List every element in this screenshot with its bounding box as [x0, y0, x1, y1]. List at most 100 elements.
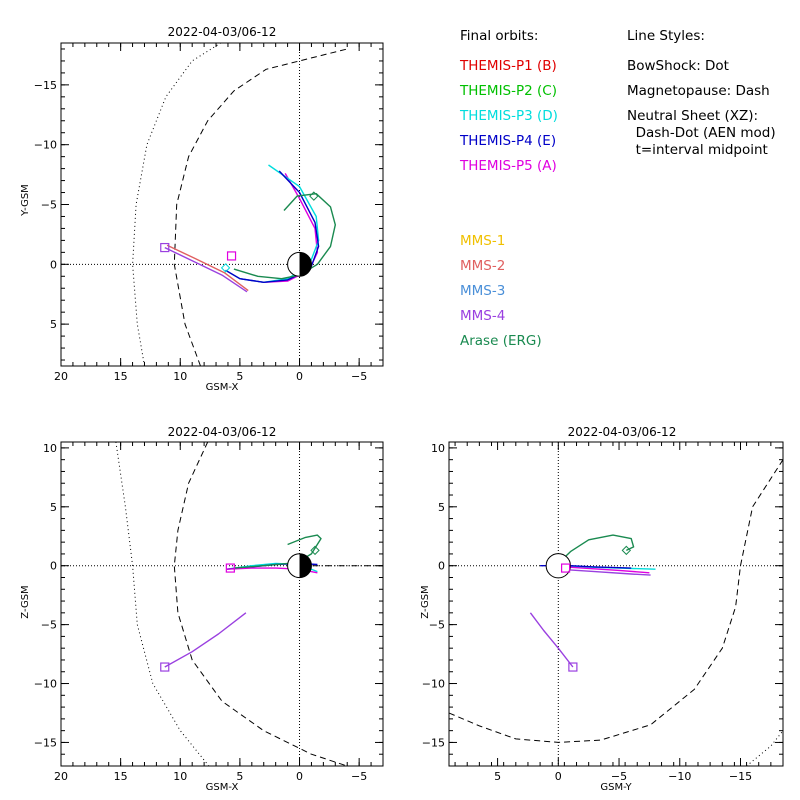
- y-tick-label: −5: [41, 619, 57, 632]
- x-tick-label: 5: [236, 370, 243, 383]
- position-marker-square: [160, 662, 170, 672]
- legend-style-bowshock: BowShock: Dot: [627, 58, 729, 74]
- plot-area: 20 15 10 5 0 −5 −15 −10 −5 0 5: [34, 42, 384, 383]
- x-tick-label: 10: [173, 370, 187, 383]
- x-tick-label: 0: [296, 770, 303, 783]
- position-marker-square: [225, 563, 235, 573]
- y-tick-label: −15: [34, 736, 57, 749]
- y-tick-label: −10: [34, 678, 57, 691]
- panel-title: 2022-04-03/06-12: [568, 425, 677, 439]
- legend-style-magnetopause: Magnetopause: Dash: [627, 83, 770, 99]
- series-line: [173, 442, 348, 766]
- y-tick-label: 10: [43, 442, 57, 455]
- y-tick-label: −10: [34, 139, 57, 152]
- legend-style-neutral-sheet: Neutral Sheet (XZ):: [627, 108, 758, 124]
- x-tick-label: −5: [611, 770, 627, 783]
- position-marker-square: [160, 242, 170, 253]
- series-line: [164, 612, 247, 668]
- y-tick-label: −5: [429, 619, 445, 632]
- x-axis-label: GSM-X: [206, 382, 239, 393]
- legend-probe-p5: THEMIS-P5 (A): [459, 158, 557, 174]
- plot-area: 5 0 −5 −10 −15 10 5 0 −5 −10 −15: [422, 441, 784, 783]
- series-line: [557, 534, 635, 564]
- legend-style-midpoint: t=interval midpoint: [627, 142, 768, 158]
- position-marker-square: [568, 662, 578, 672]
- legend-mms-1: MMS-1: [460, 233, 505, 249]
- panel-yz: 2022-04-03/06-12 GSM-Y Z-GSM 5 0 −5 −10 −15 1…: [420, 425, 784, 793]
- legend-probe-p3: THEMIS-P3 (D): [459, 108, 558, 124]
- y-axis-label: Z-GSM: [20, 585, 31, 618]
- plot-content: [61, 442, 383, 766]
- x-tick-label: 5: [494, 770, 501, 783]
- y-tick-label: 0: [438, 560, 445, 573]
- x-tick-label: −5: [351, 370, 367, 383]
- plot-content: [61, 43, 383, 366]
- panel-xy: 2022-04-03/06-12 GSM-X Y-GSM 20 15 10 5 0 −5 −…: [20, 25, 384, 393]
- legend-mms-3: MMS-3: [460, 283, 505, 299]
- legend-arase: Arase (ERG): [460, 333, 542, 349]
- position-marker-square: [560, 563, 571, 573]
- series-line: [746, 730, 783, 766]
- legend-style-dashdot: Dash-Dot (AEN mod): [627, 125, 776, 141]
- x-axis-label: GSM-X: [206, 782, 239, 793]
- position-marker-diamond: [621, 545, 632, 556]
- legend: Final orbits: Line Styles: THEMIS-P1 (B)…: [459, 28, 776, 349]
- plot-content: [449, 442, 783, 766]
- x-tick-label: 0: [296, 370, 303, 383]
- y-tick-label: 5: [50, 318, 57, 331]
- y-tick-label: 10: [431, 442, 445, 455]
- legend-mms-4: MMS-4: [460, 308, 505, 324]
- x-tick-label: 15: [114, 370, 128, 383]
- plot-frame: [448, 441, 784, 767]
- series-line: [529, 612, 574, 668]
- x-tick-label: 0: [555, 770, 562, 783]
- position-marker-square: [226, 251, 237, 261]
- series-line: [166, 244, 249, 292]
- x-tick-label: 5: [236, 770, 243, 783]
- position-marker-diamond: [309, 191, 319, 201]
- panel-xz: 2022-04-03/06-12 GSM-X Z-GSM 20 15 10 5 0 −5 1…: [20, 425, 384, 793]
- legend-probe-p2: THEMIS-P2 (C): [459, 83, 557, 99]
- legend-header-styles: Line Styles:: [627, 28, 705, 44]
- x-tick-label: 15: [114, 770, 128, 783]
- y-tick-label: −15: [34, 79, 57, 92]
- panel-title: 2022-04-03/06-12: [168, 425, 277, 439]
- series-line: [558, 568, 651, 576]
- y-axis-label: Z-GSM: [420, 585, 431, 618]
- x-axis-label: GSM-Y: [600, 782, 632, 793]
- y-tick-label: 5: [50, 501, 57, 514]
- legend-mms-2: MMS-2: [460, 258, 505, 274]
- earth-night-side: [299, 553, 312, 578]
- x-tick-label: 20: [54, 370, 68, 383]
- y-tick-label: 0: [50, 560, 57, 573]
- y-tick-label: 0: [50, 258, 57, 271]
- y-tick-label: −15: [422, 736, 445, 749]
- legend-probe-p4: THEMIS-P4 (E): [459, 133, 556, 149]
- x-tick-label: −15: [729, 770, 752, 783]
- earth-icon: [545, 553, 571, 579]
- y-tick-label: 5: [438, 501, 445, 514]
- y-tick-label: −10: [422, 678, 445, 691]
- series-line: [132, 43, 222, 366]
- y-tick-label: −5: [41, 199, 57, 212]
- series-line: [449, 459, 783, 743]
- y-axis-label: Y-GSM: [20, 184, 31, 217]
- plot-frame: [60, 441, 384, 767]
- legend-probe-p1: THEMIS-P1 (B): [459, 58, 557, 74]
- x-tick-label: −5: [351, 770, 367, 783]
- series-line: [173, 48, 348, 366]
- x-tick-label: 10: [173, 770, 187, 783]
- legend-header-orbits: Final orbits:: [460, 28, 538, 44]
- series-line: [233, 534, 322, 569]
- panel-title: 2022-04-03/06-12: [168, 25, 277, 39]
- earth-night-side: [299, 252, 312, 277]
- position-marker-diamond: [220, 263, 231, 273]
- position-marker-diamond: [310, 545, 320, 556]
- series-line: [233, 192, 336, 280]
- x-tick-label: −10: [668, 770, 691, 783]
- x-tick-label: 20: [54, 770, 68, 783]
- series-line: [164, 246, 248, 293]
- plot-area: 20 15 10 5 0 −5 10 5 0 −5 −10 −15: [34, 441, 384, 783]
